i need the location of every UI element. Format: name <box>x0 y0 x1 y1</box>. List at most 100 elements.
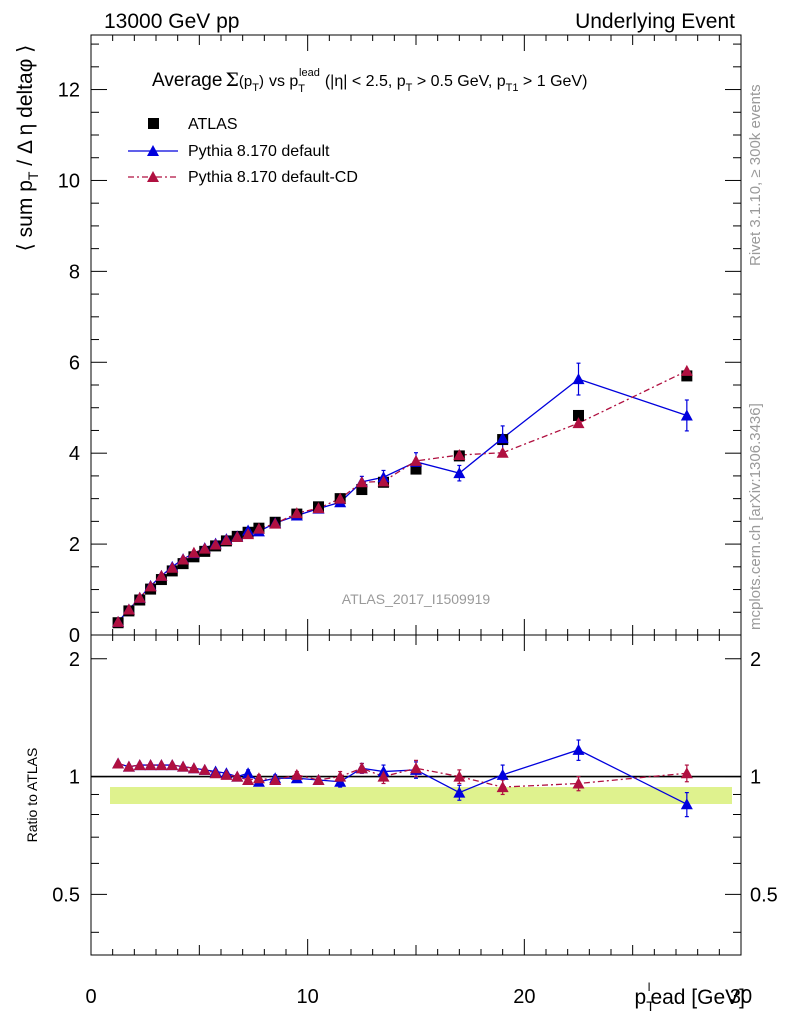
ratio-y-tick-label: 1 <box>69 767 80 789</box>
main-y-tick-label: 4 <box>69 443 80 465</box>
legend-label-pythia-default: Pythia 8.170 default <box>188 143 330 160</box>
legend: ATLAS Pythia 8.170 default Pythia 8.170 … <box>128 116 358 186</box>
ratio-point-pythia-cd <box>144 759 157 771</box>
ratio-point-pythia-default <box>572 743 585 755</box>
point-pythia-cd <box>377 475 390 487</box>
point-pythia-cd <box>144 580 157 592</box>
ratio-uncertainty-band <box>110 787 732 804</box>
main-axes: 0 2 4 6 8 10 12 <box>58 35 742 647</box>
legend-marker-atlas <box>148 118 159 129</box>
ratio-point-pythia-cd <box>572 777 585 789</box>
point-pythia-cd <box>220 534 233 545</box>
point-pythia-cd <box>312 502 325 514</box>
point-pythia-cd <box>166 561 179 573</box>
line-pythia-cd <box>117 370 688 623</box>
ratio-marks <box>112 739 693 818</box>
ratio-point-pythia-cd <box>155 759 168 771</box>
ratio-point-pythia-cd <box>252 772 265 784</box>
point-atlas <box>410 463 422 475</box>
x-tick-label: 0 <box>85 986 96 1008</box>
point-pythia-cd <box>187 546 200 558</box>
ratio-point-pythia-cd <box>166 759 179 771</box>
ratio-point-pythia-cd <box>112 757 125 769</box>
point-pythia-cd <box>242 528 255 540</box>
legend-label-pythia-cd: Pythia 8.170 default-CD <box>188 169 358 186</box>
point-pythia-default <box>680 409 693 421</box>
ratio-y-axis-title: Ratio to ATLAS <box>24 748 40 843</box>
ratio-y-tick-label-right: 0.5 <box>750 884 778 906</box>
ratio-point-pythia-cd <box>377 770 390 782</box>
x-tick-label: 10 <box>297 986 319 1008</box>
mcplots-label: mcplots.cern.ch [arXiv:1306.3436] <box>747 403 764 630</box>
main-y-tick-label: 12 <box>58 80 80 102</box>
ratio-point-pythia-default <box>680 798 693 810</box>
point-pythia-cd <box>334 492 347 504</box>
ratio-y-tick-label-right: 2 <box>750 649 761 671</box>
main-marks <box>112 362 693 629</box>
point-pythia-cd <box>496 446 509 458</box>
point-pythia-cd <box>355 476 368 488</box>
ratio-point-pythia-cd <box>220 768 233 780</box>
x-tick-label: 30 <box>730 986 752 1008</box>
point-pythia-cd <box>198 542 211 554</box>
main-y-axis-title: ⟨ sum pT / Δ η deltaφ ⟩ <box>14 45 41 252</box>
point-pythia-default <box>453 467 466 479</box>
point-atlas <box>356 484 368 496</box>
point-pythia-cd <box>269 517 282 529</box>
legend-marker-pythia-cd <box>147 171 159 182</box>
ratio-point-pythia-cd <box>453 770 466 782</box>
analysis-tag: ATLAS_2017_I1509919 <box>342 591 491 607</box>
ratio-point-pythia-cd <box>410 762 422 774</box>
ratio-y-tick-label: 0.5 <box>52 884 80 906</box>
ratio-point-pythia-cd <box>177 760 190 772</box>
point-pythia-cd <box>122 603 135 615</box>
ratio-point-pythia-default <box>453 786 466 798</box>
point-pythia-cd <box>155 569 168 581</box>
main-title: Average Σ(pT) vs pTlead (|η| < 2.5, pT > 0.… <box>152 67 587 95</box>
ratio-y-tick-label: 2 <box>69 649 80 671</box>
ratio-point-pythia-cd <box>231 770 244 782</box>
ratio-point-pythia-cd <box>312 773 325 785</box>
point-pythia-default <box>572 373 585 385</box>
x-axis-title: pTlead [GeV] <box>635 980 745 1014</box>
legend-label-atlas: ATLAS <box>188 116 238 133</box>
ratio-point-pythia-cd <box>355 762 368 774</box>
rivet-label: Rivet 3.1.10, ≥ 300k events <box>747 84 764 266</box>
point-pythia-default <box>496 432 509 444</box>
legend-marker-pythia-default <box>147 145 159 156</box>
point-pythia-cd <box>133 591 146 603</box>
ratio-point-pythia-cd <box>269 773 282 785</box>
point-pythia-cd <box>252 522 265 534</box>
point-pythia-cd <box>290 507 303 519</box>
ratio-point-pythia-cd <box>198 763 211 775</box>
line-pythia-default <box>117 378 688 623</box>
point-atlas <box>573 409 584 421</box>
ratio-point-pythia-default <box>496 768 509 780</box>
main-y-tick-label: 10 <box>58 170 80 192</box>
point-pythia-cd <box>177 553 190 565</box>
point-pythia-cd <box>231 530 244 542</box>
main-y-tick-label: 8 <box>69 261 80 283</box>
point-pythia-cd <box>209 538 222 550</box>
x-tick-label: 20 <box>513 986 535 1008</box>
ratio-point-pythia-default <box>242 767 255 779</box>
point-pythia-cd <box>453 449 466 460</box>
ratio-point-pythia-cd <box>242 773 255 785</box>
ratio-point-pythia-cd <box>496 781 509 793</box>
ratio-point-pythia-cd <box>680 767 693 779</box>
energy-label: 13000 GeV pp <box>104 10 239 33</box>
ratio-point-pythia-cd <box>334 770 347 782</box>
ratio-y-tick-label-right: 1 <box>750 767 761 789</box>
point-pythia-cd <box>410 454 422 466</box>
ratio-point-pythia-cd <box>133 759 146 771</box>
ratio-point-pythia-cd <box>209 767 222 779</box>
point-pythia-cd <box>572 417 585 429</box>
point-pythia-cd <box>112 615 125 627</box>
main-y-tick-label: 2 <box>69 534 80 556</box>
process-label: Underlying Event <box>575 10 735 33</box>
ratio-point-pythia-cd <box>122 760 135 772</box>
main-y-tick-label: 0 <box>69 625 80 647</box>
ratio-point-pythia-cd <box>187 762 200 774</box>
point-pythia-cd <box>680 364 693 376</box>
